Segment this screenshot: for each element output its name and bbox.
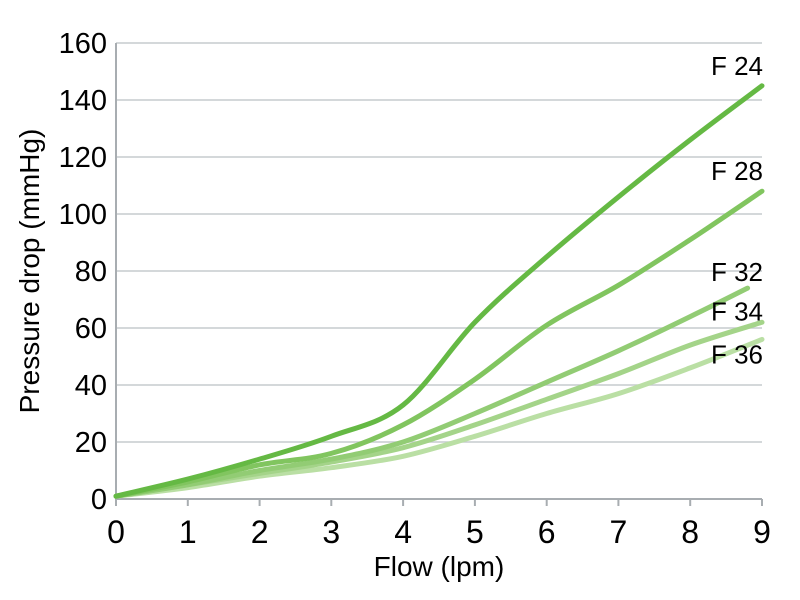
- y-tick-label: 100: [59, 199, 107, 231]
- series-label-f-36: F 36: [711, 339, 763, 369]
- x-tick-label: 0: [107, 514, 125, 550]
- y-tick-label: 120: [59, 142, 107, 174]
- x-tick-label: 7: [610, 514, 628, 550]
- y-tick-label: 20: [75, 427, 107, 459]
- series-line-f-28: [113, 188, 765, 499]
- series-line-f-32: [113, 285, 751, 499]
- series-label-f-32: F 32: [711, 257, 763, 287]
- series-line-f-36: [113, 336, 765, 499]
- x-tick-label: 3: [322, 514, 340, 550]
- y-tick-label: 80: [75, 256, 107, 288]
- y-tick-label: 140: [59, 85, 107, 117]
- x-tick-label: 2: [251, 514, 269, 550]
- x-tick-label: 1: [179, 514, 197, 550]
- y-tick-label: 0: [91, 484, 107, 516]
- y-tick-label: 60: [75, 313, 107, 345]
- y-axis-title: Pressure drop (mmHg): [14, 128, 45, 414]
- series-label-f-34: F 34: [711, 296, 763, 326]
- y-tick-label: 160: [59, 28, 107, 60]
- series-label-f-24: F 24: [711, 51, 763, 81]
- x-tick-label: 4: [394, 514, 412, 550]
- x-axis-title: Flow (lpm): [373, 551, 505, 582]
- x-tick-label: 6: [538, 514, 556, 550]
- x-tick-label: 5: [466, 514, 484, 550]
- x-tick-label: 8: [681, 514, 699, 550]
- y-tick-label: 40: [75, 370, 107, 402]
- series-label-f-28: F 28: [711, 156, 763, 186]
- x-tick-label: 9: [753, 514, 771, 550]
- series-line-f-24: [113, 83, 765, 499]
